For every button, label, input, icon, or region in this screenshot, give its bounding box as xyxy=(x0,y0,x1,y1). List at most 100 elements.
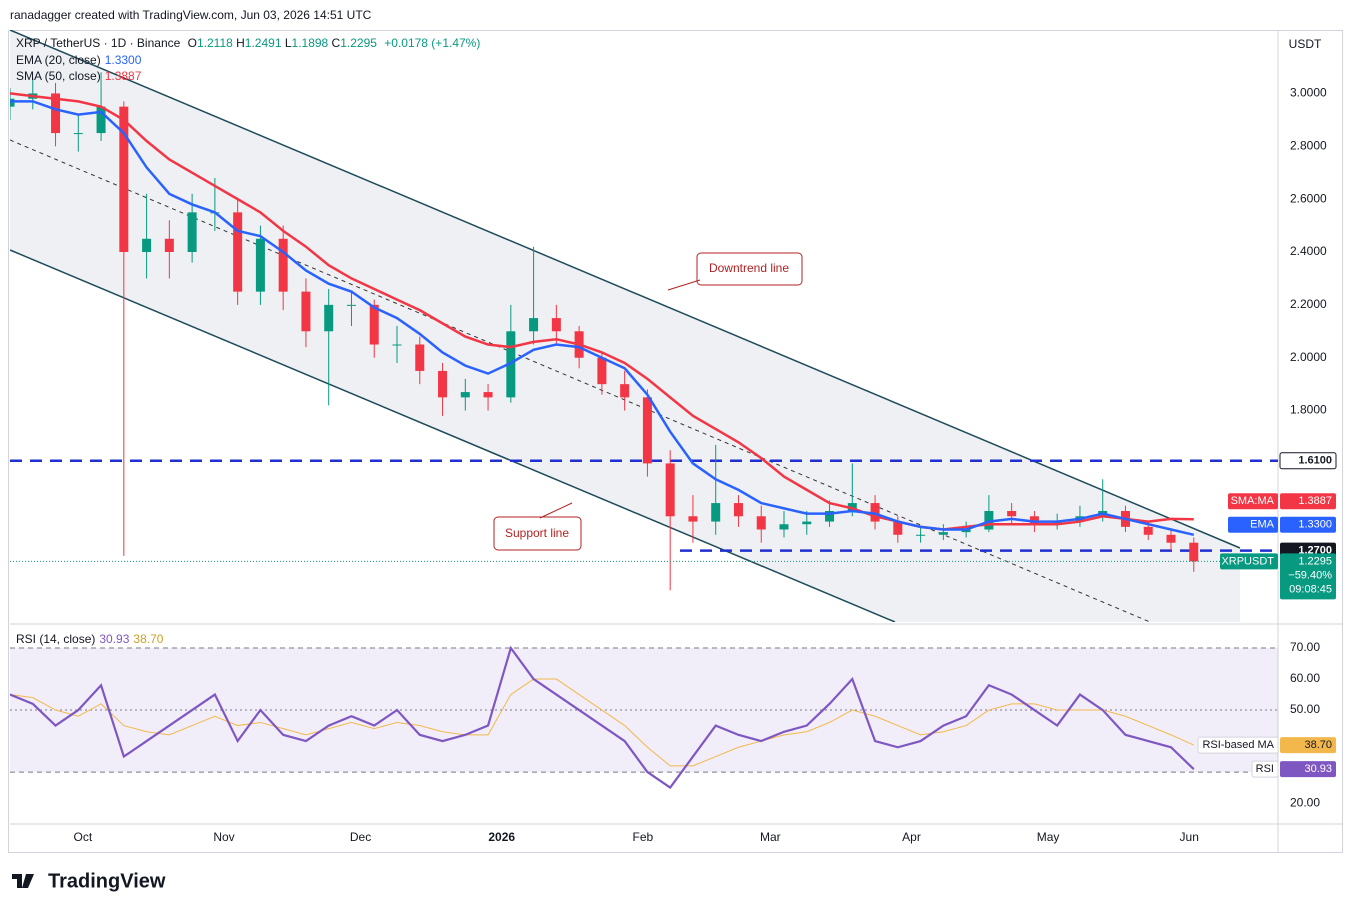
candle-body xyxy=(460,392,470,398)
legend-sma: SMA (50, close) 1.3887 xyxy=(16,69,145,83)
price-badge-price: 1.2295 xyxy=(1298,555,1332,567)
ma-line xyxy=(10,100,1195,537)
x-tick-label: Mar xyxy=(760,830,781,844)
x-tick-label: Jun xyxy=(1180,830,1199,844)
candle-body xyxy=(187,212,197,252)
candle-body xyxy=(73,133,83,135)
y-tick-label: 2.8000 xyxy=(1290,138,1327,152)
candle-body xyxy=(392,344,402,346)
y-tick-label: 3.0000 xyxy=(1290,86,1327,100)
y-tick-label: 70.00 xyxy=(1290,640,1320,654)
candle-body xyxy=(961,529,971,533)
x-tick-label: Feb xyxy=(633,830,654,844)
candle-body xyxy=(733,503,743,517)
open: 1.2118 xyxy=(196,36,233,50)
candle-body xyxy=(415,344,425,371)
candle-body xyxy=(324,304,334,332)
rsi-name-bg xyxy=(1251,760,1279,778)
sma-title: SMA (50, close) xyxy=(16,69,101,83)
candle-body xyxy=(756,516,766,530)
rsi-line xyxy=(10,678,1194,767)
annotation-text: Downtrend line xyxy=(709,261,789,275)
rsi-badge: 30.93 xyxy=(1304,763,1332,775)
candle-body xyxy=(1052,521,1062,525)
annotation-box xyxy=(493,516,582,551)
y-tick-label: 2.4000 xyxy=(1290,244,1327,258)
candle-body xyxy=(529,318,539,332)
candle-body xyxy=(51,93,61,134)
ohlc: O1.2118 H1.2491 L1.1898 C1.2295 xyxy=(187,36,377,50)
ema-value: 1.3300 xyxy=(104,53,142,67)
brand: TradingView xyxy=(48,870,166,892)
price-badge-change: −59.40% xyxy=(1288,569,1332,581)
price-badge-countdown: 09:08:45 xyxy=(1289,583,1332,595)
candle-body xyxy=(369,304,379,345)
candle-body xyxy=(1166,534,1176,543)
ma-line xyxy=(10,92,1194,531)
credit: ranadagger created with TradingView.com,… xyxy=(10,8,372,22)
candle-body xyxy=(711,503,721,522)
support-line xyxy=(10,249,896,622)
candle-body xyxy=(870,503,880,522)
annotation-downtrend: Downtrend line xyxy=(667,252,803,291)
candle-body xyxy=(96,106,106,134)
candle-body xyxy=(938,532,948,535)
candle-body xyxy=(825,511,835,522)
rsi-badge: 38.70 xyxy=(1304,739,1332,751)
logo-icon xyxy=(12,874,34,888)
footer-logo: TradingView xyxy=(12,870,166,892)
candle-body xyxy=(119,106,129,253)
frame xyxy=(8,30,1343,853)
ma-badge: 1.3887 xyxy=(1298,495,1332,507)
symbol: XRP / TetherUS · 1D · Binance xyxy=(16,36,181,50)
high: 1.2491 xyxy=(244,36,282,50)
y-tick-label: 60.00 xyxy=(1290,671,1320,685)
price-badge-bg xyxy=(1280,553,1336,600)
channel-midline xyxy=(10,139,1151,622)
candle-body xyxy=(597,357,607,385)
currency-label: USDT xyxy=(1289,37,1322,51)
legend-rsi: RSI (14, close) 30.93 38.70 xyxy=(16,632,167,646)
ma-name-bg xyxy=(1228,493,1278,510)
annotation-support: Support line xyxy=(493,502,582,551)
rsi-badge-bg xyxy=(1280,737,1336,754)
candle-body xyxy=(483,392,493,398)
candle-body xyxy=(642,397,652,464)
y-tick-label: 20.00 xyxy=(1290,795,1320,809)
channel-fill xyxy=(10,30,1240,622)
candle-body xyxy=(1007,511,1017,517)
rsi-line xyxy=(10,645,1195,790)
legend-main: XRP / TetherUS · 1D · Binance O1.2118 H1… xyxy=(16,36,484,50)
candle-body xyxy=(278,238,288,292)
candle-body xyxy=(10,98,15,107)
legend-ema: EMA (20, close) 1.3300 xyxy=(16,53,145,67)
candle-body xyxy=(551,318,561,332)
y-tick-label: 1.8000 xyxy=(1290,403,1327,417)
candle-body xyxy=(142,238,152,252)
rsi-badge-bg xyxy=(1280,761,1336,778)
x-tick-label: Dec xyxy=(350,830,371,844)
x-tick-label: Oct xyxy=(74,830,93,844)
level-badge-bg xyxy=(1279,452,1337,470)
x-tick-label: Apr xyxy=(902,830,921,844)
candle-body xyxy=(779,524,789,530)
level-badge: 1.6100 xyxy=(1298,455,1332,467)
candle-body xyxy=(802,521,812,525)
candle-body xyxy=(255,238,265,292)
close: 1.2295 xyxy=(340,36,377,50)
rsi-title: RSI (14, close) xyxy=(16,632,96,646)
candle-body xyxy=(438,370,448,398)
annotation-arrow xyxy=(667,279,701,291)
candle-body xyxy=(984,511,994,530)
price-badge-sym: XRPUSDT xyxy=(1221,555,1274,567)
y-tick-label: 2.0000 xyxy=(1290,350,1327,364)
candle-body xyxy=(164,238,174,252)
annotation-box xyxy=(696,252,803,286)
rsi-ma-value: 38.70 xyxy=(133,632,164,646)
rsi-pane xyxy=(10,645,1278,790)
candle-body xyxy=(301,291,311,332)
annotation-text: Support line xyxy=(505,526,569,540)
y-tick-label: 2.6000 xyxy=(1290,191,1327,205)
x-tick-label: Nov xyxy=(213,830,234,844)
